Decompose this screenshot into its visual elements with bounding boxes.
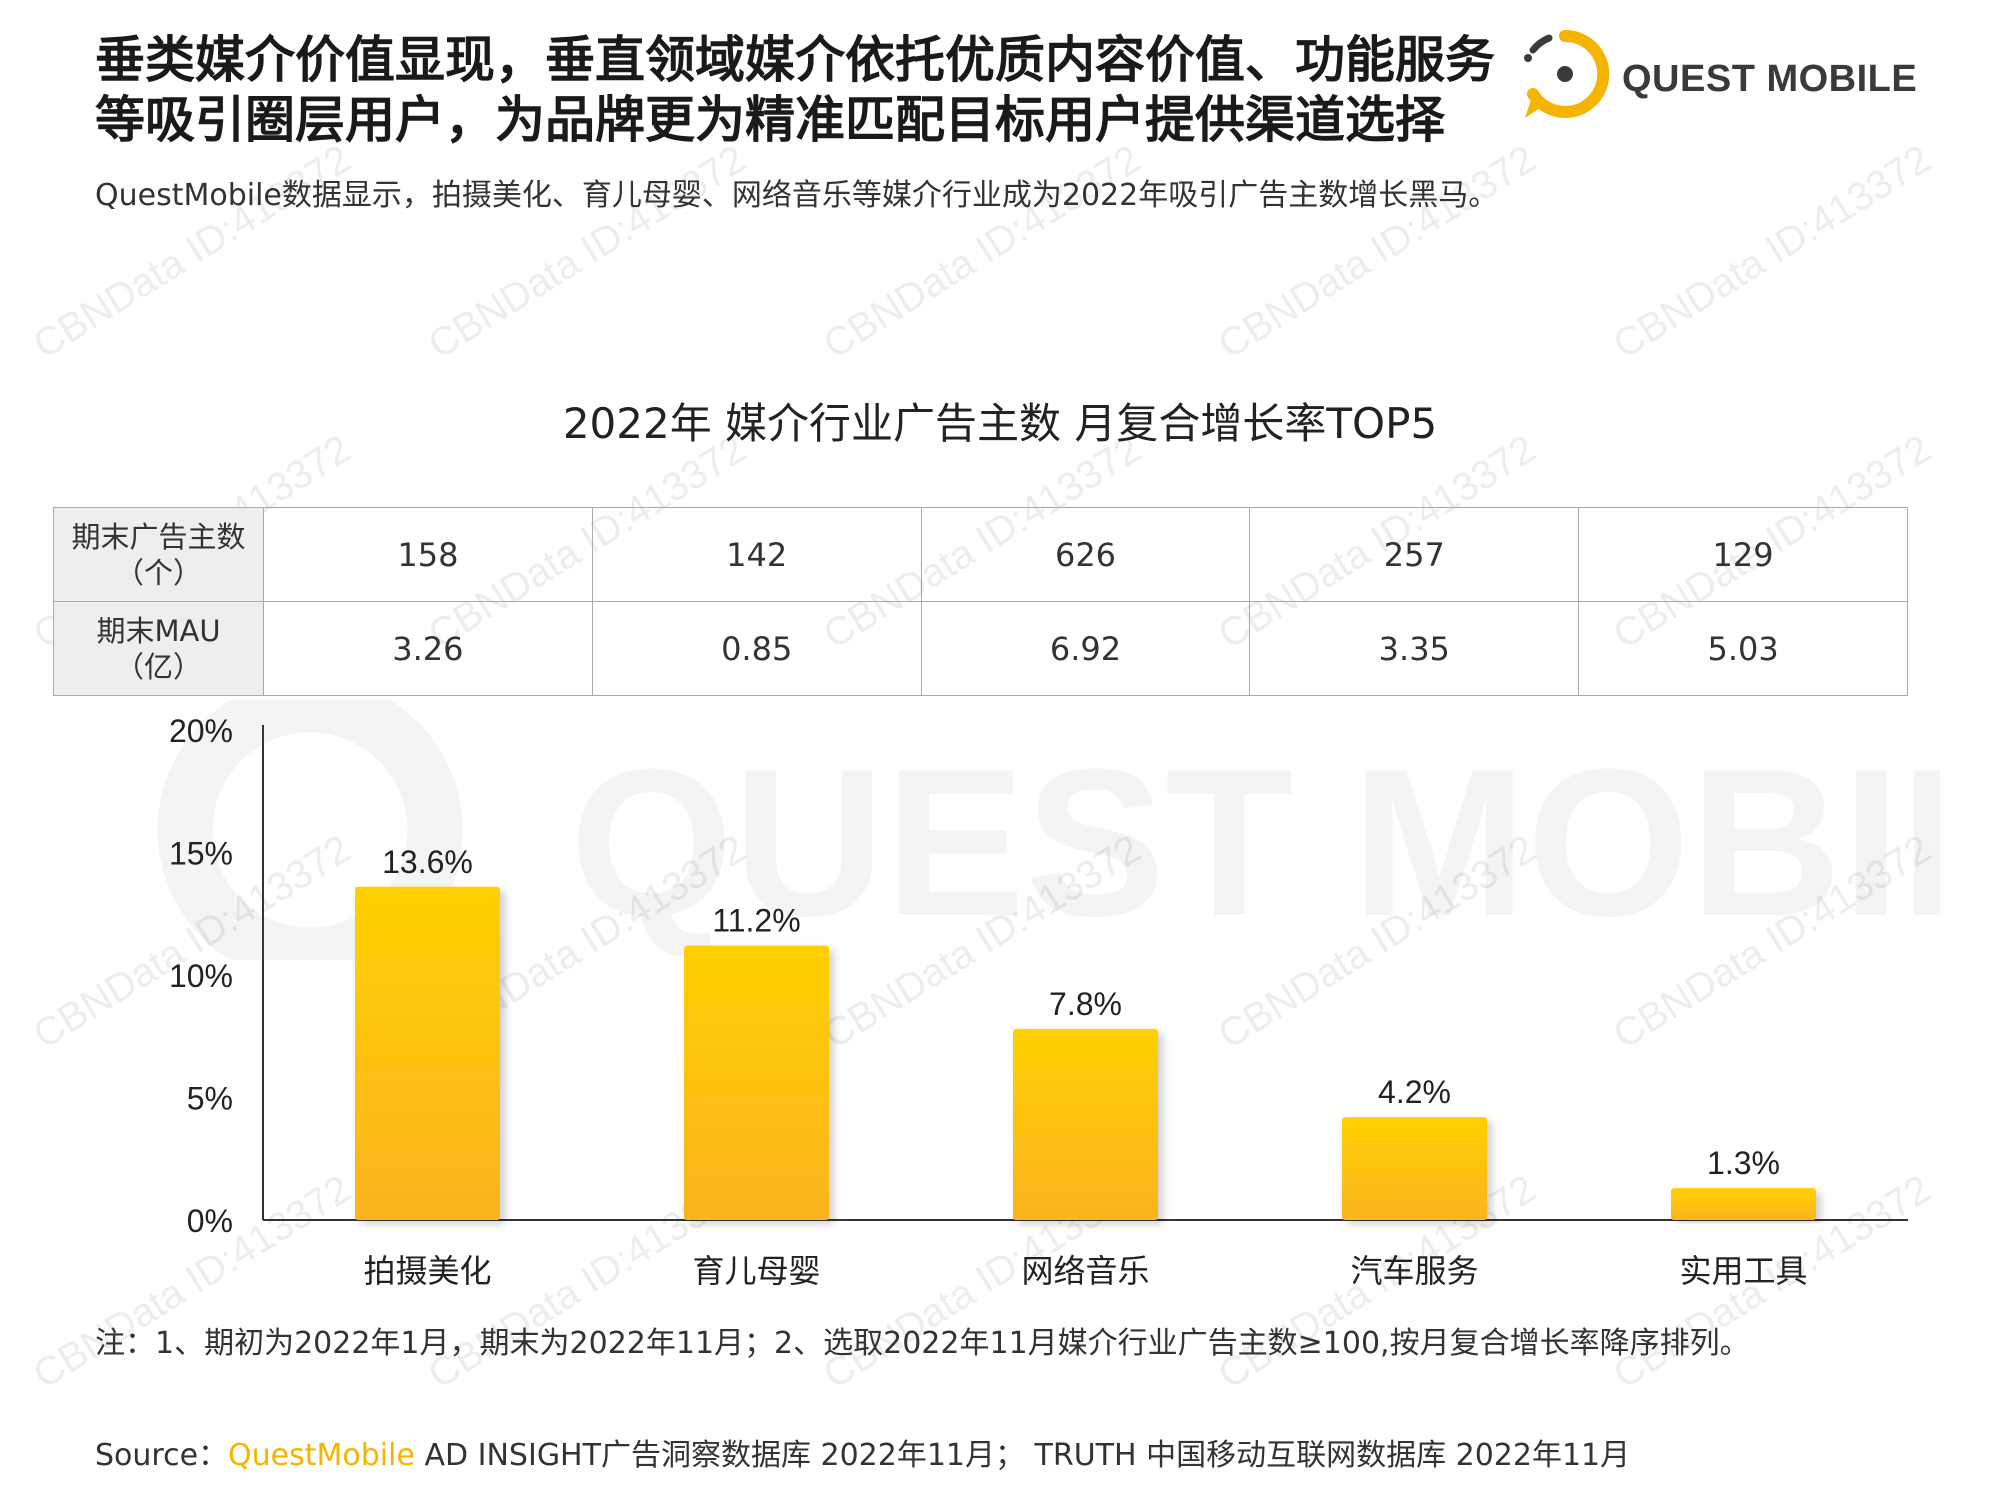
row-header-unit: （个） [114, 555, 202, 590]
row-header-label: 期末MAU [96, 613, 221, 648]
table-cell: 5.03 [1578, 601, 1908, 696]
bar-chart: 0% 5% 10% 15% 20% 13.6% 拍摄美化 11.2% 育儿母婴 7.8% 网络音乐 4… [169, 713, 1908, 1290]
table-cell: 129 [1578, 507, 1908, 602]
table-cell: 142 [591, 507, 922, 602]
quest-mobile-logo: QUEST MOBILE [1515, 28, 1918, 123]
bar [1671, 1188, 1816, 1220]
bar-value-label: 1.3% [1707, 1145, 1780, 1181]
y-tick-label: 5% [187, 1081, 233, 1117]
logo-text: QUEST MOBILE [1622, 58, 1918, 100]
table-cell: 3.35 [1249, 601, 1580, 696]
y-tick-label: 15% [169, 836, 233, 872]
table-cell: 3.26 [263, 601, 593, 696]
x-category-label: 网络音乐 [1021, 1252, 1149, 1290]
table-cell: 158 [263, 507, 593, 602]
source-prefix: Source： [95, 1438, 229, 1473]
footnote: 注：1、期初为2022年1月，期末为2022年11月；2、选取2022年11月媒… [95, 1326, 1750, 1361]
row-header-mau: 期末MAU （亿） [53, 601, 264, 696]
table-row-advertisers: 期末广告主数 （个） 158 142 626 257 129 [53, 507, 1908, 602]
x-category-label: 拍摄美化 [363, 1252, 491, 1290]
subtitle: QuestMobile数据显示，拍摄美化、育儿母婴、网络音乐等媒介行业成为202… [95, 178, 1499, 213]
table-cell: 626 [920, 507, 1251, 602]
table-cell: 0.85 [591, 601, 922, 696]
bar [355, 886, 500, 1220]
row-header-unit: （亿） [114, 649, 202, 684]
source-brand: QuestMobile [228, 1438, 415, 1473]
bar [684, 945, 829, 1220]
source-line: Source：QuestMobile AD INSIGHT广告洞察数据库 202… [95, 1430, 1945, 1474]
y-tick-label: 0% [187, 1203, 233, 1239]
bar-value-label: 4.2% [1378, 1074, 1451, 1110]
row-header-label: 期末广告主数 [71, 519, 246, 554]
quest-mobile-logo-icon [1524, 29, 1610, 118]
bar-value-label: 11.2% [712, 903, 800, 939]
table-row-mau: 期末MAU （亿） 3.26 0.85 6.92 3.35 5.03 [53, 601, 1908, 696]
bar-value-label: 7.8% [1049, 986, 1122, 1022]
row-header-advertisers: 期末广告主数 （个） [53, 507, 264, 602]
bar-value-label: 13.6% [382, 844, 473, 880]
source-rest: AD INSIGHT广告洞察数据库 2022年11月； TRUTH 中国移动互联… [414, 1438, 1631, 1473]
headline-line-2: 等吸引圈层用户，为品牌更为精准匹配目标用户提供渠道选择 [95, 91, 1445, 149]
x-category-label: 育儿母婴 [692, 1252, 820, 1290]
chart-title: 2022年 媒介行业广告主数 月复合增长率TOP5 [562, 399, 1438, 448]
x-category-label: 汽车服务 [1350, 1252, 1478, 1290]
bar [1013, 1028, 1158, 1220]
y-tick-label: 20% [169, 713, 233, 749]
headline-line-1: 垂类媒介价值显现，垂直领域媒介依托优质内容价值、功能服务 [95, 31, 1495, 89]
headline: 垂类媒介价值显现，垂直领域媒介依托优质内容价值、功能服务 等吸引圈层用户，为品牌… [95, 30, 1515, 150]
x-category-label: 实用工具 [1679, 1252, 1807, 1290]
table-cell: 257 [1249, 507, 1580, 602]
metrics-table: 期末广告主数 （个） 158 142 626 257 129 期末MAU （亿）… [53, 507, 1908, 696]
table-cell: 6.92 [920, 601, 1251, 696]
y-tick-label: 10% [169, 958, 233, 994]
bar [1342, 1117, 1487, 1220]
